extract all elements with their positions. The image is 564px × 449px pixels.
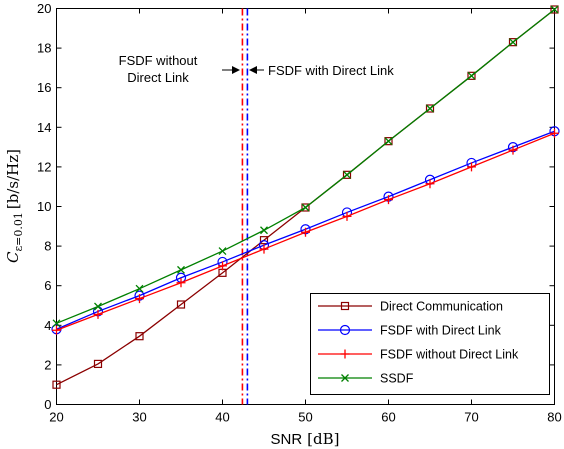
x-tick-label: 30 [132,410,146,425]
y-axis-label-unit: [b/s/Hz] [4,149,22,209]
data-point-fsdf-without-direct-link [550,128,559,138]
legend: Direct Communication FSDF with Direct Lin… [310,293,550,395]
data-point-ssdf [218,247,227,256]
annotation-with-label: FSDF with Direct Link [268,63,394,78]
y-tick-label: 18 [37,41,51,56]
legend-label-ssdf: SSDF [380,372,414,386]
y-tick-label: 16 [37,80,51,95]
data-point-ssdf [135,284,144,293]
annotation-without-line2: Direct Link [127,70,189,85]
data-point-direct-communication [384,137,393,146]
data-point-direct-communication [425,104,435,113]
data-point-fsdf-without-direct-link [384,195,393,205]
data-point-ssdf [343,170,351,179]
y-tick-label: 4 [44,318,51,333]
legend-marker-direct-communication [340,301,350,311]
x-axis-label: SNR [dB] [270,430,339,448]
data-point-ssdf [260,226,268,235]
x-tick-label: 60 [381,410,395,425]
svg-text:Cε=0.01[b/s/Hz]: Cε=0.01 [b/s/Hz] [4,149,25,263]
data-point-fsdf-without-direct-link [259,244,269,254]
data-point-ssdf [550,5,559,14]
legend-marker-fsdf-with-direct-link [339,324,351,336]
x-tick-label: 50 [298,410,312,425]
data-point-ssdf [467,71,476,80]
legend-marker-ssdf [341,374,349,382]
legend-label-fsdf-with-direct-link: FSDF with Direct Link [380,324,502,338]
y-tick-label: 2 [44,357,51,372]
data-point-ssdf [177,265,185,274]
data-point-ssdf [384,137,393,146]
data-point-ssdf [426,104,434,113]
series-fsdf-without-direct-link [52,128,559,335]
data-point-direct-communication [52,380,61,389]
data-point-ssdf [509,38,517,47]
legend-label-fsdf-without-direct-link: FSDF without Direct Link [380,348,519,362]
x-axis-label-main: SNR [270,431,302,448]
data-point-fsdf-without-direct-link [135,294,144,304]
x-axis-label-unit: [dB] [307,430,339,448]
data-point-direct-communication [259,236,269,245]
y-tick-label: 20 [37,1,51,16]
data-point-ssdf [52,319,61,328]
x-tick-label: 70 [464,410,478,425]
y-axis-label-subscript: ε=0.01 [12,212,25,251]
data-point-fsdf-without-direct-link [425,179,435,189]
data-point-fsdf-without-direct-link [342,211,352,221]
y-axis-ticks: 0 2 4 6 8 10 12 14 16 18 20 [37,1,555,412]
data-point-direct-communication [342,170,352,179]
y-axis-label-symbol: C [4,251,22,263]
data-point-direct-communication [467,71,476,80]
x-tick-label: 80 [547,410,561,425]
y-tick-label: 10 [37,199,51,214]
series-layer [51,5,560,389]
x-tick-label: 40 [215,410,229,425]
data-point-fsdf-without-direct-link [467,162,476,172]
data-point-direct-communication [301,203,310,212]
y-tick-label: 6 [44,278,51,293]
data-point-direct-communication [176,300,186,309]
data-point-ssdf [301,203,310,212]
y-axis-label: Cε=0.01 [b/s/Hz] [4,149,25,263]
x-tick-label: 20 [49,410,63,425]
data-point-direct-communication [550,5,559,14]
data-point-direct-communication [508,38,518,47]
data-point-fsdf-without-direct-link [93,309,103,319]
annotation-with: FSDF with Direct Link [249,63,394,78]
y-tick-label: 14 [37,120,51,135]
data-point-fsdf-without-direct-link [176,278,186,288]
data-point-ssdf [94,302,102,311]
data-point-fsdf-without-direct-link [218,261,227,271]
data-point-direct-communication [135,332,144,341]
data-point-fsdf-without-direct-link [301,227,310,237]
annotation-without-line1: FSDF without [119,53,198,68]
x-axis-ticks: 20 30 40 50 60 70 80 [49,8,562,425]
data-point-fsdf-without-direct-link [508,145,518,155]
threshold-lines [241,8,249,405]
y-tick-label: 8 [44,239,51,254]
y-tick-label: 0 [44,397,51,412]
series-ssdf [52,5,559,328]
data-point-fsdf-without-direct-link [52,325,61,335]
y-tick-label: 12 [37,159,51,174]
data-point-direct-communication [93,359,103,369]
annotation-without: FSDF without Direct Link [119,53,240,85]
legend-marker-fsdf-without-direct-link [340,349,350,359]
legend-label-direct-communication: Direct Communication [380,300,503,314]
